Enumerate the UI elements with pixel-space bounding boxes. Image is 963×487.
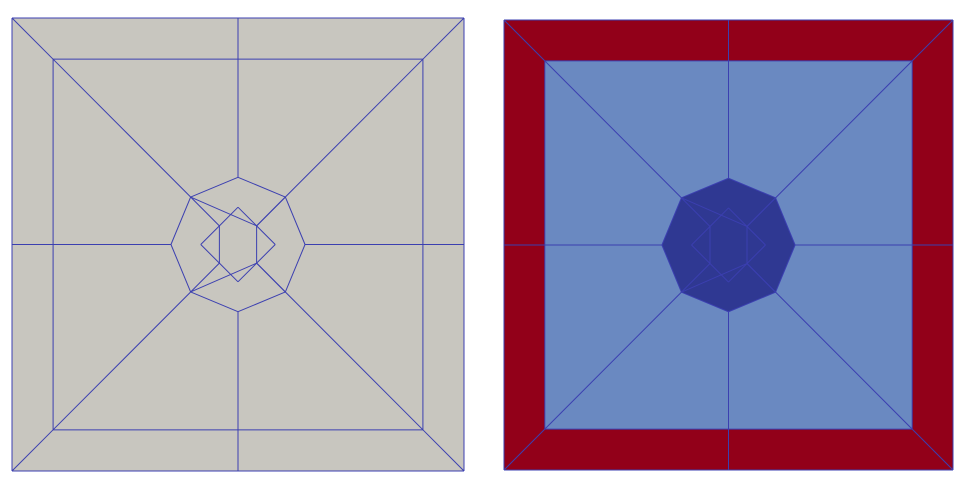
mesh-edge: [681, 263, 748, 293]
mesh-edge: [170, 196, 192, 245]
mesh-edge: [256, 244, 276, 264]
mesh-edge: [422, 17, 465, 60]
mesh-edge: [661, 244, 682, 293]
mesh-edge: [219, 262, 239, 283]
mesh-edge: [681, 197, 748, 227]
mesh-edge: [52, 291, 191, 431]
mesh-edge: [709, 263, 729, 283]
mesh-edge: [190, 262, 257, 293]
mesh-edge: [775, 60, 913, 199]
mesh-edge: [691, 226, 711, 246]
mesh-edge: [503, 19, 546, 62]
mesh-panel-regions: [503, 19, 954, 471]
mesh-edge: [200, 244, 220, 264]
mesh-edge: [544, 60, 682, 199]
mesh-edge: [237, 206, 257, 227]
mesh-edge: [200, 225, 220, 245]
mesh-edge: [11, 429, 54, 472]
mesh-edge: [775, 244, 796, 293]
mesh-edge: [190, 291, 239, 313]
mesh-edge: [681, 263, 711, 293]
mesh-edge: [681, 177, 729, 199]
mesh-edge: [681, 197, 711, 227]
mesh-edge: [746, 226, 766, 246]
mesh-edge: [746, 197, 776, 227]
mesh-edge: [746, 263, 776, 293]
mesh-edge: [775, 197, 796, 246]
mesh-edge: [219, 206, 239, 227]
mesh-edge: [237, 262, 257, 283]
mesh-edge: [11, 17, 54, 60]
mesh-edge: [691, 244, 711, 264]
mesh-edge: [170, 244, 192, 293]
mesh-edge: [728, 291, 776, 313]
mesh-panel-plain: [11, 17, 465, 472]
mesh-edge: [544, 291, 682, 430]
mesh-edge: [728, 177, 776, 199]
mesh-edge: [190, 176, 239, 198]
mesh-edge: [237, 291, 286, 313]
mesh-edge: [746, 244, 766, 264]
mesh-edge: [911, 19, 954, 62]
mesh-edge: [728, 207, 748, 227]
mesh-edge: [661, 197, 682, 246]
mesh-edge: [422, 429, 465, 472]
mesh-edge: [256, 196, 286, 227]
mesh-edge: [52, 58, 191, 198]
mesh-edge: [284, 196, 306, 245]
mesh-edge: [285, 58, 424, 198]
mesh-edge: [256, 225, 276, 245]
mesh-edge: [256, 262, 286, 293]
mesh-edge: [284, 244, 306, 293]
mesh-edge: [190, 196, 220, 227]
mesh-edge: [681, 291, 729, 313]
mesh-edge: [775, 291, 913, 430]
mesh-edge: [190, 196, 257, 227]
mesh-edge: [728, 263, 748, 283]
mesh-edge: [503, 428, 546, 471]
mesh-edge: [709, 207, 729, 227]
mesh-edge: [285, 291, 424, 431]
mesh-edge: [911, 428, 954, 471]
mesh-edge: [237, 176, 286, 198]
mesh-edge: [190, 262, 220, 293]
